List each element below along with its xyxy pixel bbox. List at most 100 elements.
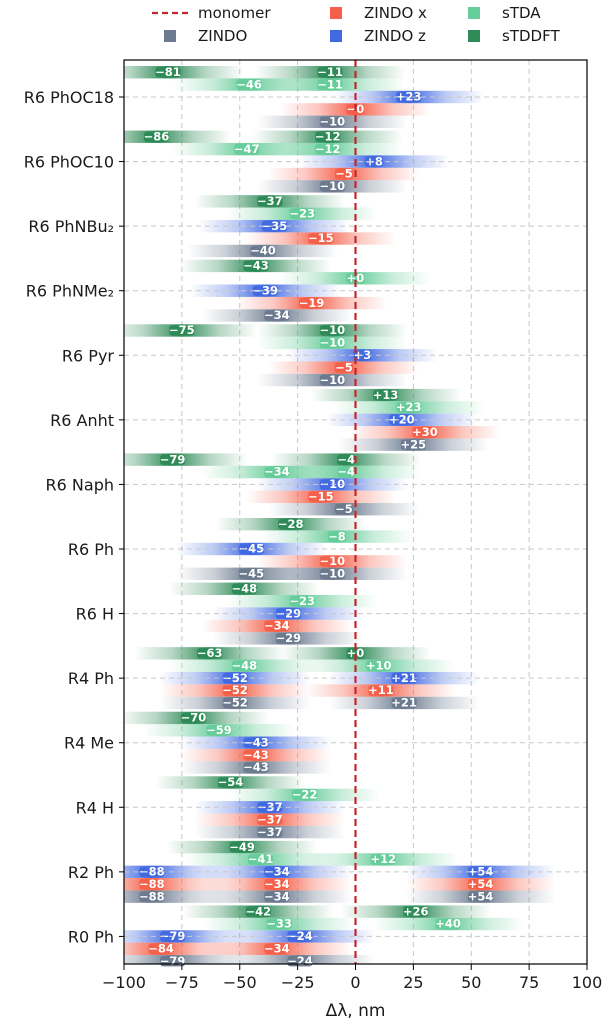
value-label: −47: [234, 142, 260, 156]
value-label-bg: [400, 439, 426, 450]
x-tick-label: 50: [461, 973, 481, 992]
legend-swatch-sTDA: [468, 7, 480, 19]
value-label-bg: [238, 568, 264, 579]
value-label-bg: [391, 697, 417, 709]
value-label-bg: [197, 648, 223, 659]
value-label: −48: [232, 658, 258, 672]
value-label-bg: [143, 131, 169, 142]
value-label-bg: [243, 762, 269, 773]
value-label: +25: [401, 437, 427, 451]
value-label-bg: [396, 91, 422, 103]
value-label-bg: [257, 814, 283, 825]
value-label: −28: [278, 517, 304, 531]
legend-swatch-ZINDO_x: [330, 7, 342, 19]
value-label-bg: [264, 466, 290, 478]
x-tick-label: −75: [165, 973, 199, 992]
value-label-bg: [264, 891, 290, 902]
value-label-bg: [365, 156, 384, 167]
value-label: −23: [289, 206, 315, 220]
value-label: +30: [412, 425, 438, 439]
x-tick-label: −25: [281, 973, 315, 992]
value-label: −54: [218, 775, 244, 789]
value-label: −29: [276, 631, 302, 645]
y-tick-label: R6 PhOC18: [24, 88, 114, 107]
value-label: +20: [389, 413, 415, 427]
value-label-bg: [139, 879, 165, 890]
value-label-bg: [206, 725, 232, 736]
value-label-bg: [275, 633, 301, 644]
shift-bar: [124, 453, 248, 466]
value-label: −22: [292, 788, 318, 802]
value-label: −46: [236, 77, 262, 91]
y-tick-label: R6 PhNBu₂: [28, 217, 114, 236]
value-label: −63: [197, 646, 223, 660]
value-label: −12: [315, 142, 341, 156]
value-label-bg: [389, 414, 415, 426]
x-tick-label: 0: [350, 973, 360, 992]
value-label: −10: [320, 373, 346, 387]
y-tick-label: R6 H: [76, 605, 114, 624]
value-label: −79: [160, 452, 186, 466]
value-label: −41: [248, 852, 274, 866]
labels-layer: −81−11−46−11+23−0−10−86−12−47−12+8−5−10−…: [139, 65, 493, 968]
value-label: −37: [257, 194, 283, 208]
value-label-bg: [264, 310, 290, 321]
legend-label-sTDA: sTDA: [502, 4, 541, 22]
value-label: −59: [206, 723, 232, 737]
value-label: +54: [468, 877, 494, 891]
value-label: −75: [169, 323, 195, 337]
value-label-bg: [248, 854, 274, 865]
value-label-bg: [243, 737, 269, 748]
value-label: +23: [396, 90, 422, 104]
value-label: −33: [266, 917, 292, 931]
value-label: −11: [317, 77, 343, 91]
value-label-bg: [222, 685, 248, 696]
value-label: −52: [222, 696, 248, 710]
value-label: −70: [181, 711, 207, 725]
value-label: −11: [317, 65, 343, 79]
value-label: −52: [222, 683, 248, 697]
value-label: +8: [365, 154, 383, 168]
value-label-bg: [319, 374, 345, 386]
value-label-bg: [299, 297, 325, 309]
value-label: −81: [155, 65, 181, 79]
value-label-bg: [366, 660, 392, 671]
value-label-bg: [315, 131, 341, 142]
value-label: −5: [335, 360, 353, 374]
y-tick-label: R6 Anht: [50, 411, 114, 430]
value-label: +13: [373, 388, 399, 402]
shift-bar: [124, 955, 248, 964]
value-label: −35: [262, 219, 288, 233]
value-label: −34: [264, 942, 290, 956]
value-label-bg: [337, 454, 356, 465]
legend-label-ZINDO_z: ZINDO z: [364, 27, 426, 45]
value-label-bg: [217, 777, 243, 788]
y-tick-label: R6 Naph: [46, 475, 114, 494]
value-label-bg: [234, 143, 260, 155]
value-label-bg: [412, 427, 438, 438]
value-label: −5: [335, 502, 353, 516]
value-label-bg: [243, 749, 269, 761]
value-label: −10: [320, 115, 346, 129]
value-label-bg: [403, 906, 429, 917]
value-label: +10: [366, 658, 392, 672]
value-label: −34: [264, 619, 290, 633]
value-label-bg: [264, 943, 290, 955]
value-label: −10: [320, 336, 346, 350]
value-label-bg: [169, 325, 195, 336]
value-label-bg: [308, 491, 334, 503]
value-label-bg: [334, 362, 353, 373]
legend-swatch-ZINDO: [164, 30, 176, 42]
shift-bar: [124, 930, 248, 943]
value-label: −34: [264, 308, 290, 322]
value-label-bg: [155, 67, 181, 78]
legend-swatch-sTDDFT: [468, 30, 480, 42]
value-label: −10: [320, 567, 346, 581]
y-tick-label: R6 Ph: [68, 540, 114, 559]
value-label-bg: [308, 233, 334, 244]
value-label-bg: [289, 595, 315, 607]
value-label-bg: [327, 531, 346, 542]
value-label-bg: [257, 826, 283, 838]
axes: R6 PhOC18 R6 PhOC10 R6 PhNBu₂ R6 PhNMe₂ R6 P…: [24, 59, 602, 1021]
